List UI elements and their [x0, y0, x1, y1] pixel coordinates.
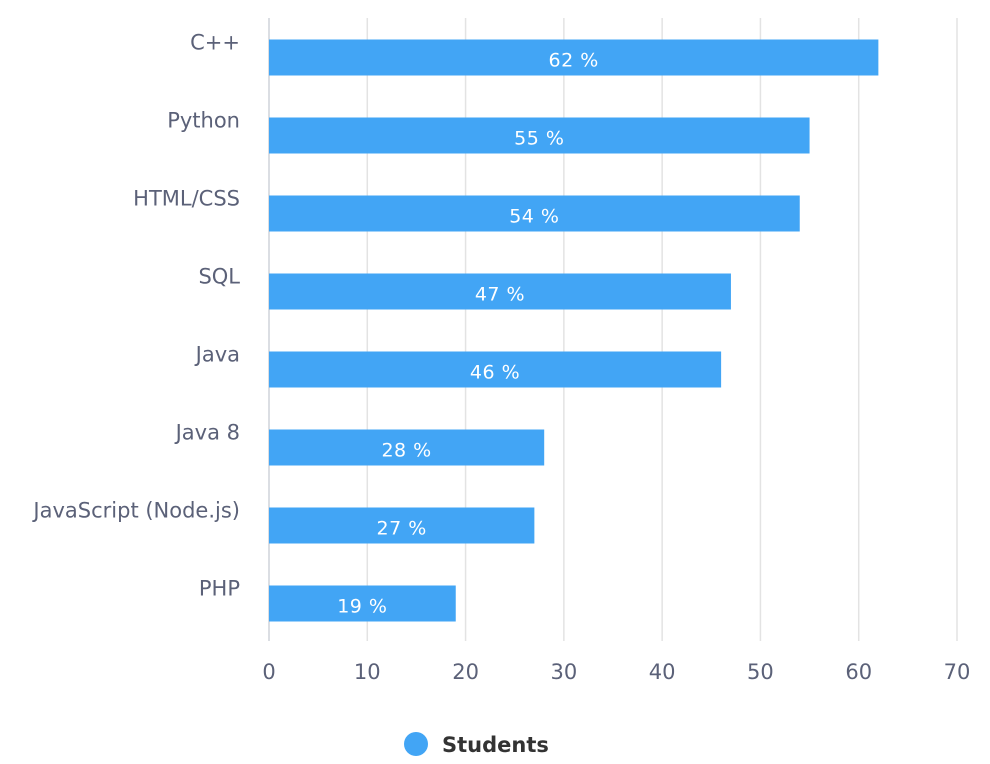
bar-1[interactable] — [269, 117, 810, 154]
bar-5[interactable] — [269, 429, 545, 466]
x-tick-label-50: 50 — [747, 660, 774, 684]
bar-7[interactable] — [269, 585, 456, 622]
data-label-2: 54 % — [509, 206, 559, 228]
x-tick-label-70: 70 — [944, 660, 971, 684]
bar-4[interactable] — [269, 351, 722, 388]
data-label-5: 28 % — [381, 440, 431, 462]
data-label-3: 47 % — [475, 284, 525, 306]
x-tick-label-20: 20 — [452, 660, 479, 684]
data-label-7: 19 % — [337, 596, 387, 618]
data-labels: 62 % 55 % 54 % 47 % 46 % 28 % 27 % 19 % — [337, 50, 599, 618]
bars — [269, 39, 879, 622]
x-tick-label-10: 10 — [354, 660, 381, 684]
category-label-3: SQL — [198, 265, 240, 289]
category-label-0: C++ — [190, 31, 240, 55]
category-label-5: Java 8 — [174, 421, 240, 445]
category-label-2: HTML/CSS — [133, 187, 240, 211]
category-label-6: JavaScript (Node.js) — [31, 499, 240, 523]
category-label-7: PHP — [199, 577, 240, 601]
legend-label[interactable]: Students — [442, 733, 549, 757]
bar-6[interactable] — [269, 507, 535, 544]
category-label-4: Java — [194, 343, 240, 367]
legend[interactable]: Students — [404, 732, 549, 757]
category-axis: C++ Python HTML/CSS SQL Java Java 8 JavaScript… — [31, 31, 240, 601]
x-tick-label-0: 0 — [262, 660, 275, 684]
value-axis: 0 10 20 30 40 50 60 70 — [262, 660, 970, 684]
gridlines — [268, 18, 958, 641]
x-tick-label-40: 40 — [649, 660, 676, 684]
category-label-1: Python — [167, 109, 240, 133]
data-label-1: 55 % — [514, 128, 564, 150]
bar-3[interactable] — [269, 273, 731, 310]
x-tick-label-60: 60 — [845, 660, 872, 684]
bar-2[interactable] — [269, 195, 800, 232]
x-tick-label-30: 30 — [550, 660, 577, 684]
bar-0[interactable] — [269, 39, 879, 76]
legend-marker[interactable] — [404, 732, 428, 756]
data-label-4: 46 % — [470, 362, 520, 384]
data-label-6: 27 % — [377, 518, 427, 540]
data-label-0: 62 % — [549, 50, 599, 72]
